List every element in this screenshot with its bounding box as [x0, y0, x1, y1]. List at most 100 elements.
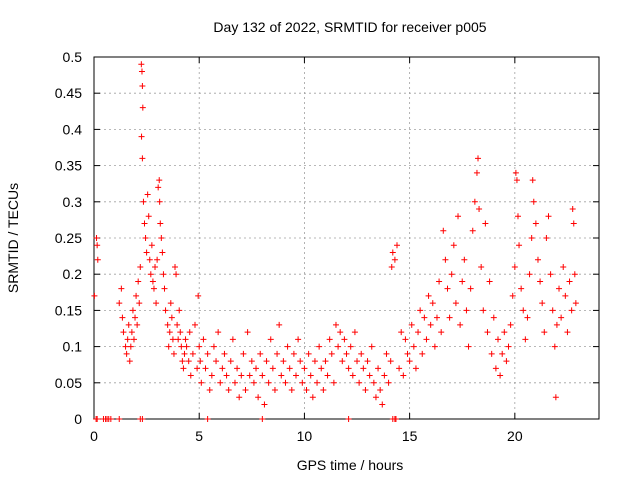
data-point	[158, 235, 165, 241]
data-point	[282, 379, 289, 386]
data-point	[174, 321, 181, 328]
data-point	[194, 365, 201, 372]
data-point	[154, 256, 161, 263]
data-point	[206, 387, 213, 394]
data-point	[250, 379, 257, 386]
data-point	[197, 358, 204, 365]
data-point	[480, 307, 487, 314]
data-point	[499, 350, 506, 357]
data-point	[167, 300, 174, 307]
y-axis-label: SRMTID / TECUs	[5, 183, 21, 293]
data-point	[497, 372, 504, 379]
data-point	[295, 336, 302, 343]
data-point	[120, 329, 127, 336]
data-point	[139, 104, 146, 111]
data-point	[320, 387, 327, 394]
data-point	[215, 329, 222, 336]
x-tick-label: 5	[195, 428, 203, 444]
data-point	[427, 321, 434, 328]
data-point	[145, 213, 152, 220]
data-point	[473, 169, 480, 176]
y-tick-label: 0.5	[63, 49, 83, 65]
data-point	[133, 292, 140, 299]
data-point	[180, 365, 187, 372]
data-point	[189, 350, 196, 357]
data-point	[122, 343, 129, 350]
x-tick-label: 20	[507, 428, 523, 444]
data-point	[244, 329, 251, 336]
data-point	[139, 416, 146, 422]
data-point	[213, 358, 220, 365]
data-point	[129, 307, 136, 314]
data-point	[150, 285, 157, 292]
data-point	[176, 307, 183, 314]
data-point	[155, 184, 162, 191]
data-point	[269, 365, 276, 372]
chart-title: Day 132 of 2022, SRMTID for receiver p00…	[213, 19, 486, 35]
data-point	[450, 242, 457, 249]
x-tick-label: 0	[90, 428, 98, 444]
data-point	[116, 300, 123, 307]
data-point	[335, 343, 342, 350]
data-point	[276, 321, 283, 328]
data-point	[227, 358, 234, 365]
data-point	[136, 300, 143, 307]
data-point	[271, 387, 278, 394]
data-point	[314, 379, 321, 386]
data-point	[170, 350, 177, 357]
data-point	[219, 365, 226, 372]
data-point	[152, 263, 159, 270]
data-point	[417, 307, 424, 314]
data-point	[130, 336, 137, 343]
data-point	[385, 379, 392, 386]
data-point	[316, 343, 323, 350]
data-point	[377, 387, 384, 394]
data-point	[354, 358, 361, 365]
data-point	[149, 278, 156, 285]
data-point	[571, 271, 578, 278]
x-tick-label: 10	[297, 428, 313, 444]
data-point	[255, 394, 262, 401]
data-point	[356, 379, 363, 386]
data-point	[172, 263, 179, 270]
data-point	[551, 343, 558, 350]
data-point	[234, 365, 241, 372]
data-point	[505, 343, 512, 350]
data-point	[514, 213, 521, 220]
data-point	[545, 213, 552, 220]
data-point	[518, 285, 525, 292]
data-point	[520, 307, 527, 314]
data-point	[549, 307, 556, 314]
data-point	[433, 314, 440, 321]
data-point	[421, 314, 428, 321]
data-point	[221, 350, 228, 357]
data-point	[284, 343, 291, 350]
data-point	[375, 365, 382, 372]
data-point	[138, 133, 145, 140]
data-point	[229, 336, 236, 343]
data-point	[452, 300, 459, 307]
data-point	[509, 292, 516, 299]
data-point	[513, 177, 520, 184]
data-point	[482, 220, 489, 227]
data-point	[225, 387, 232, 394]
data-point	[118, 285, 125, 292]
y-tick-label: 0.35	[55, 158, 82, 174]
data-point	[512, 169, 519, 176]
data-point	[556, 285, 563, 292]
data-point	[142, 235, 149, 241]
data-point	[161, 285, 168, 292]
data-point	[183, 343, 190, 350]
data-point	[383, 350, 390, 357]
data-point	[379, 401, 386, 408]
data-point	[157, 220, 164, 227]
data-point	[558, 314, 565, 321]
data-point	[293, 372, 299, 379]
data-point	[522, 336, 529, 343]
data-point	[547, 271, 554, 278]
data-point	[208, 372, 215, 379]
data-point	[326, 336, 333, 343]
tick-marks	[93, 56, 599, 420]
data-point	[431, 343, 438, 350]
data-point	[186, 329, 193, 336]
